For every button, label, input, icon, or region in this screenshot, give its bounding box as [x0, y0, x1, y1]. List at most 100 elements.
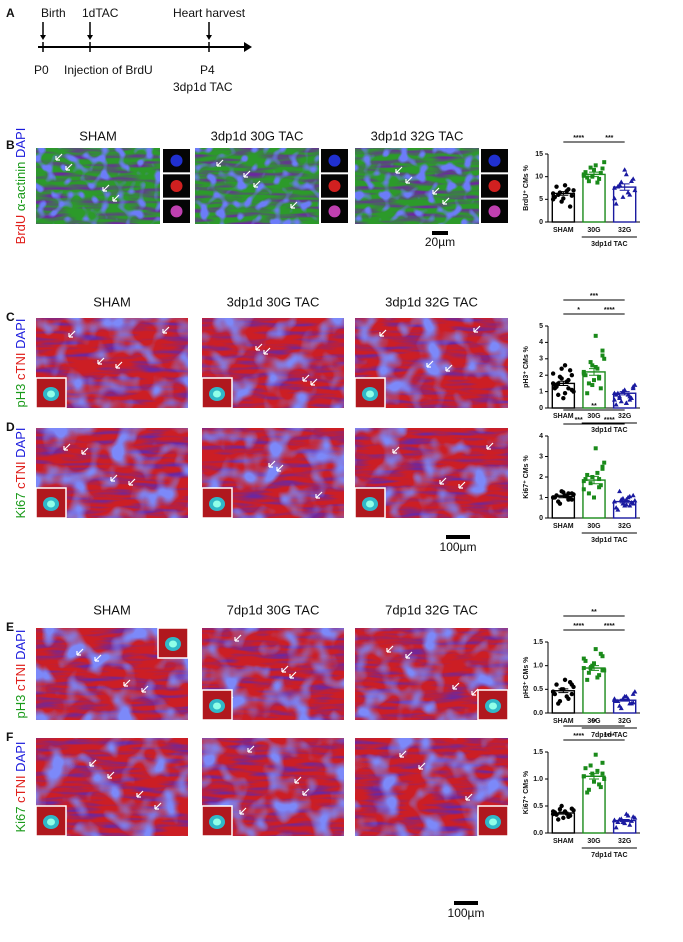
- data-point: [586, 670, 591, 675]
- error-bar: [619, 499, 630, 504]
- error-bar: [619, 391, 630, 396]
- data-point: [550, 191, 556, 196]
- y-tick-label: 5: [539, 196, 543, 203]
- micrograph: [35, 738, 188, 837]
- data-point: [556, 392, 561, 398]
- data-point: [615, 698, 621, 703]
- inset: [35, 487, 67, 519]
- data-point: [583, 658, 588, 663]
- data-point: [602, 460, 607, 465]
- timeline-label: Injection of BrdU: [64, 63, 153, 77]
- data-point: [598, 171, 603, 176]
- panel-label: C: [6, 310, 15, 324]
- x-tick-label: SHAM: [553, 838, 574, 845]
- data-point: [598, 651, 603, 656]
- data-point: [627, 822, 633, 827]
- x-tick-label: 32G: [618, 838, 632, 845]
- error-bar: [619, 698, 630, 702]
- arrow: [89, 759, 97, 767]
- arrow: [68, 330, 76, 338]
- data-point: [564, 694, 569, 699]
- data-point: [622, 820, 628, 826]
- stain-name: Ki67: [13, 493, 28, 519]
- y-tick-label: 15: [535, 151, 543, 158]
- error-bar: [558, 494, 569, 499]
- data-point: [586, 491, 591, 496]
- significance-label: *: [577, 307, 580, 314]
- panel-label: A: [6, 6, 15, 20]
- group-label: 7dp1d TAC: [591, 732, 627, 739]
- error-bar: [589, 171, 599, 178]
- significance-label: ****: [573, 135, 584, 142]
- data-point: [613, 392, 619, 397]
- x-tick-label: 32G: [618, 523, 632, 530]
- data-point: [597, 673, 602, 678]
- data-point: [554, 493, 559, 498]
- arrow: [458, 481, 466, 489]
- arrow: [255, 343, 263, 351]
- data-point: [598, 785, 603, 790]
- data-point: [630, 691, 636, 696]
- stain-label: BrdU α-actinin DAPI: [13, 128, 28, 245]
- data-point: [567, 813, 573, 818]
- arrow: [315, 491, 323, 499]
- arrow: [405, 176, 413, 184]
- arrow: [290, 201, 298, 209]
- data-point: [593, 365, 598, 369]
- scale-bar-label: 100µm: [448, 906, 485, 920]
- timeline-label: 3dp1d TAC: [173, 80, 233, 94]
- data-point: [590, 475, 595, 479]
- y-tick-label: 0: [539, 515, 543, 522]
- arrow: [471, 688, 479, 696]
- significance-label: **: [591, 403, 597, 410]
- data-point: [615, 507, 621, 512]
- data-point: [593, 752, 598, 757]
- data-point: [593, 333, 598, 338]
- micrograph: [35, 428, 188, 519]
- data-point: [564, 811, 569, 816]
- data-point: [556, 817, 561, 822]
- arrow: [426, 360, 434, 368]
- data-point: [592, 167, 596, 172]
- data-point: [569, 691, 575, 697]
- x-tick-label: 32G: [618, 718, 632, 725]
- stain-name: cTNI: [13, 353, 28, 380]
- significance-label: ****: [573, 733, 584, 740]
- data-point: [566, 491, 571, 496]
- group-label: 3dp1d TAC: [591, 427, 627, 434]
- micrograph: [36, 627, 189, 720]
- data-point: [590, 383, 595, 388]
- stain-name: DAPI: [13, 630, 28, 660]
- data-point: [628, 178, 634, 183]
- data-point: [581, 666, 586, 671]
- micrograph: [201, 428, 344, 519]
- data-point: [581, 479, 586, 484]
- strip-cell: [170, 205, 183, 218]
- inset-nucleus-core: [489, 702, 497, 710]
- y-tick-label: 0.5: [533, 803, 543, 810]
- arrow: [392, 446, 400, 454]
- significance-label: ***: [605, 135, 613, 142]
- data-point: [617, 488, 623, 494]
- data-point: [581, 487, 586, 492]
- arrow: [247, 745, 255, 753]
- data-point: [597, 485, 602, 490]
- arrow: [81, 447, 89, 455]
- error-bar: [589, 475, 599, 485]
- significance-label: ****: [604, 307, 615, 314]
- data-point: [588, 481, 593, 486]
- data-point: [625, 813, 631, 818]
- stain-name: DAPI: [13, 427, 28, 457]
- arrow: [486, 442, 494, 450]
- arrow: [289, 671, 297, 679]
- arrow: [162, 326, 170, 334]
- data-point: [569, 497, 575, 502]
- image-title: 3dp1d 30G TAC: [211, 128, 304, 143]
- error-bar: [619, 183, 630, 191]
- arrow: [110, 474, 118, 482]
- stain-name: DAPI: [13, 128, 28, 158]
- panel-label: D: [6, 420, 15, 434]
- arrow: [94, 654, 102, 662]
- data-point: [562, 677, 568, 683]
- y-tick-label: 1.0: [533, 663, 543, 670]
